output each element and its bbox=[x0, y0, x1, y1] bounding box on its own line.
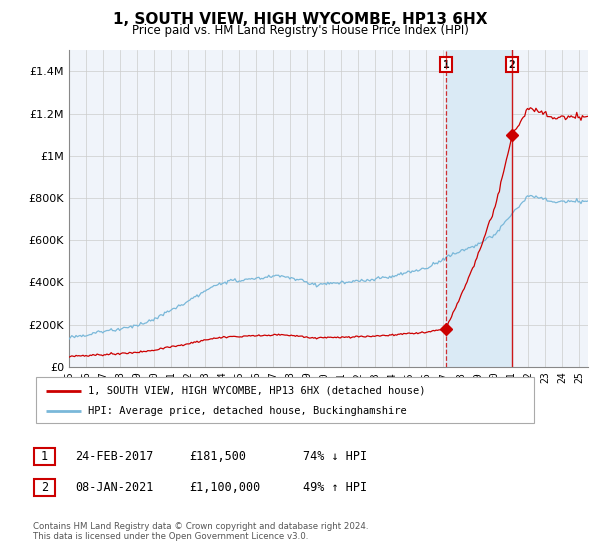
Text: Contains HM Land Registry data © Crown copyright and database right 2024.
This d: Contains HM Land Registry data © Crown c… bbox=[33, 522, 368, 542]
Text: 24-FEB-2017: 24-FEB-2017 bbox=[75, 450, 154, 463]
Text: 1, SOUTH VIEW, HIGH WYCOMBE, HP13 6HX: 1, SOUTH VIEW, HIGH WYCOMBE, HP13 6HX bbox=[113, 12, 487, 27]
Text: 1: 1 bbox=[41, 450, 48, 463]
Text: 1, SOUTH VIEW, HIGH WYCOMBE, HP13 6HX (detached house): 1, SOUTH VIEW, HIGH WYCOMBE, HP13 6HX (d… bbox=[88, 386, 426, 396]
Text: 49% ↑ HPI: 49% ↑ HPI bbox=[303, 480, 367, 494]
Text: £181,500: £181,500 bbox=[189, 450, 246, 463]
Text: 08-JAN-2021: 08-JAN-2021 bbox=[75, 480, 154, 494]
FancyBboxPatch shape bbox=[34, 479, 55, 496]
Text: 74% ↓ HPI: 74% ↓ HPI bbox=[303, 450, 367, 463]
Text: HPI: Average price, detached house, Buckinghamshire: HPI: Average price, detached house, Buck… bbox=[88, 407, 407, 416]
Text: 2: 2 bbox=[41, 480, 48, 494]
FancyBboxPatch shape bbox=[34, 448, 55, 465]
Text: 1: 1 bbox=[443, 59, 449, 69]
Bar bbox=[446, 50, 512, 367]
Text: Price paid vs. HM Land Registry's House Price Index (HPI): Price paid vs. HM Land Registry's House … bbox=[131, 24, 469, 36]
Text: £1,100,000: £1,100,000 bbox=[189, 480, 260, 494]
FancyBboxPatch shape bbox=[36, 377, 534, 423]
Text: 2: 2 bbox=[509, 59, 515, 69]
